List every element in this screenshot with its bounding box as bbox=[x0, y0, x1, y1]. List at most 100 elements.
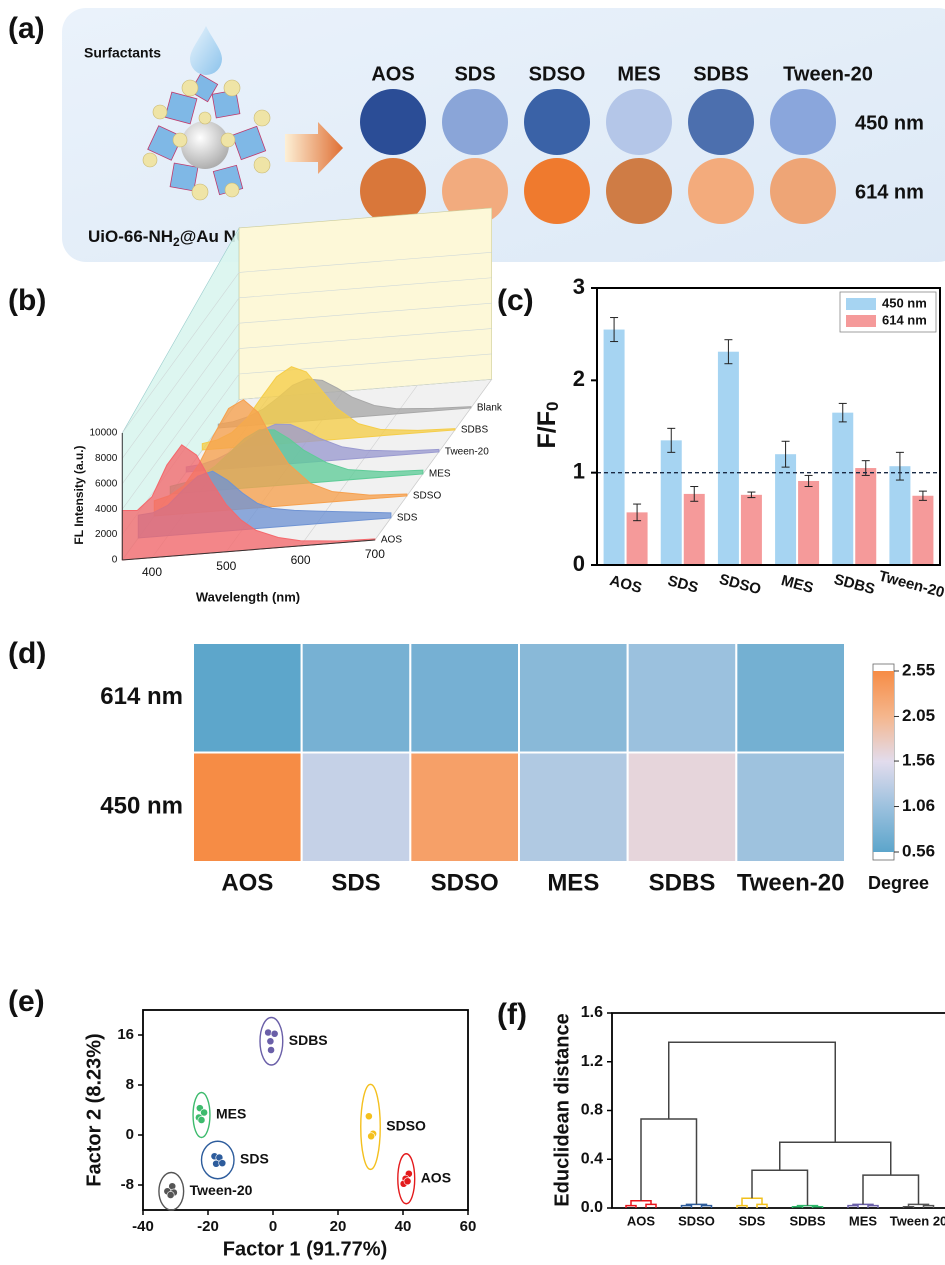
series-label: SDBS bbox=[461, 425, 489, 436]
colorbar-tick-label: 0.56 bbox=[902, 841, 935, 860]
back-wall bbox=[239, 208, 492, 400]
leaf-label: AOS bbox=[627, 1213, 656, 1228]
x-tick-label: MES bbox=[547, 869, 599, 896]
panel-label: (d) bbox=[8, 637, 46, 670]
figure: (a) Surfactants UiO-66-NH2@Au NCs Wavele… bbox=[0, 0, 945, 1265]
y-axis-label: F/F0 bbox=[533, 402, 563, 449]
bar bbox=[889, 466, 910, 565]
y-tick-label: 10000 bbox=[89, 428, 117, 439]
y-tick-label: 0.4 bbox=[581, 1150, 603, 1167]
series-label: Blank bbox=[477, 403, 503, 414]
panel-label: (e) bbox=[8, 985, 45, 1018]
point bbox=[167, 1191, 174, 1198]
x-tick-label: SDSO bbox=[431, 869, 499, 896]
y-tick-label: 2000 bbox=[95, 529, 118, 540]
point bbox=[271, 1030, 278, 1037]
y-axis-label: Factor 2 (8.23%) bbox=[83, 1033, 105, 1186]
x-tick-label: Tween-20 bbox=[877, 568, 945, 602]
bar bbox=[855, 468, 876, 565]
x-tick-label: MES bbox=[779, 572, 815, 597]
leaf-label: MES bbox=[849, 1213, 878, 1228]
x-tick-label: -20 bbox=[197, 1218, 219, 1235]
y-tick-label: 4000 bbox=[95, 504, 118, 515]
y-tick-label: 1.6 bbox=[581, 1004, 603, 1021]
x-axis-label: Factor 1 (91.77%) bbox=[223, 1238, 388, 1260]
colorbar-tick-label: 1.06 bbox=[902, 796, 935, 815]
bar bbox=[912, 496, 933, 565]
series-label: AOS bbox=[421, 1169, 451, 1185]
column-header: Tween-20 bbox=[783, 63, 873, 85]
panel-label: (a) bbox=[8, 12, 45, 45]
colorbar-label: Degree bbox=[868, 873, 929, 893]
x-tick-label: 20 bbox=[330, 1218, 347, 1235]
y-tick-label: 8 bbox=[126, 1076, 134, 1093]
y-axis-label-text: F/F bbox=[533, 411, 561, 449]
x-tick-label: SDSO bbox=[717, 571, 763, 599]
y-tick-label: 16 bbox=[117, 1026, 134, 1043]
x-tick-label: 700 bbox=[365, 547, 385, 561]
page: (a) Surfactants UiO-66-NH2@Au NCs Wavele… bbox=[0, 0, 945, 1265]
heatmap-cell bbox=[302, 753, 411, 863]
x-tick-label: 0 bbox=[269, 1218, 277, 1235]
point bbox=[267, 1046, 274, 1053]
y-tick-label: 0.0 bbox=[581, 1199, 603, 1216]
x-tick-label: -40 bbox=[132, 1218, 154, 1235]
heatmap-cell bbox=[519, 753, 628, 863]
x-tick-label: 500 bbox=[216, 559, 236, 573]
point bbox=[404, 1178, 411, 1185]
leaf-label: Tween 20 bbox=[890, 1213, 945, 1228]
color-spot bbox=[524, 158, 590, 224]
y-tick-label: 8000 bbox=[95, 453, 118, 464]
color-spot bbox=[770, 89, 836, 155]
series-label: AOS bbox=[381, 535, 402, 546]
reagent-label: Surfactants bbox=[84, 45, 161, 61]
row-label: 614 nm bbox=[100, 683, 183, 710]
leaf-label: SDBS bbox=[789, 1213, 825, 1228]
x-tick-label: 60 bbox=[460, 1218, 477, 1235]
point bbox=[198, 1116, 205, 1123]
y-tick-label: 1 bbox=[573, 458, 585, 483]
heatmap-cell bbox=[628, 753, 737, 863]
bar bbox=[684, 494, 705, 565]
series-label: Tween-20 bbox=[190, 1182, 253, 1198]
column-header: SDS bbox=[454, 63, 495, 85]
bar bbox=[604, 330, 625, 565]
x-tick-label: SDS bbox=[666, 572, 700, 596]
bar bbox=[798, 481, 819, 565]
color-spot bbox=[770, 158, 836, 224]
y-tick-label: 3 bbox=[573, 274, 585, 299]
y-tick-label: -8 bbox=[121, 1176, 134, 1193]
panel-label: (c) bbox=[497, 284, 534, 317]
series-label: SDSO bbox=[413, 491, 442, 502]
series-label: SDS bbox=[397, 513, 418, 524]
bar bbox=[741, 495, 762, 565]
colorbar-tick-label: 2.55 bbox=[902, 660, 935, 679]
panel-label: (f) bbox=[497, 998, 527, 1031]
dendrogram-link bbox=[669, 1042, 836, 1142]
bar bbox=[661, 440, 682, 565]
heatmap-cell bbox=[302, 643, 411, 753]
heatmap-cell bbox=[736, 753, 845, 863]
column-header: MES bbox=[617, 63, 660, 85]
color-spot bbox=[442, 89, 508, 155]
series-label: SDBS bbox=[289, 1032, 328, 1048]
colorbar-tick-label: 2.05 bbox=[902, 706, 935, 725]
legend-swatch bbox=[846, 315, 876, 327]
y-tick-label: 0 bbox=[573, 551, 585, 576]
y-axis-label: FL Intensity (a.u.) bbox=[72, 445, 86, 544]
color-spot bbox=[688, 158, 754, 224]
column-header: SDSO bbox=[529, 63, 586, 85]
y-axis-label: Educlidean distance bbox=[551, 1013, 573, 1206]
y-tick-label: 0 bbox=[126, 1126, 134, 1143]
row-label: 450 nm bbox=[100, 793, 183, 820]
legend-label: 614 nm bbox=[882, 312, 927, 327]
column-header: SDBS bbox=[693, 63, 749, 85]
x-tick-label: SDBS bbox=[649, 869, 716, 896]
legend-swatch bbox=[846, 298, 876, 310]
y-tick-label: 0 bbox=[112, 555, 118, 566]
heatmap-cell bbox=[410, 753, 519, 863]
row-label: 450 nm bbox=[855, 112, 924, 134]
bar bbox=[775, 454, 796, 565]
color-spot bbox=[524, 89, 590, 155]
x-axis-label: Wavelength (nm) bbox=[196, 589, 300, 604]
